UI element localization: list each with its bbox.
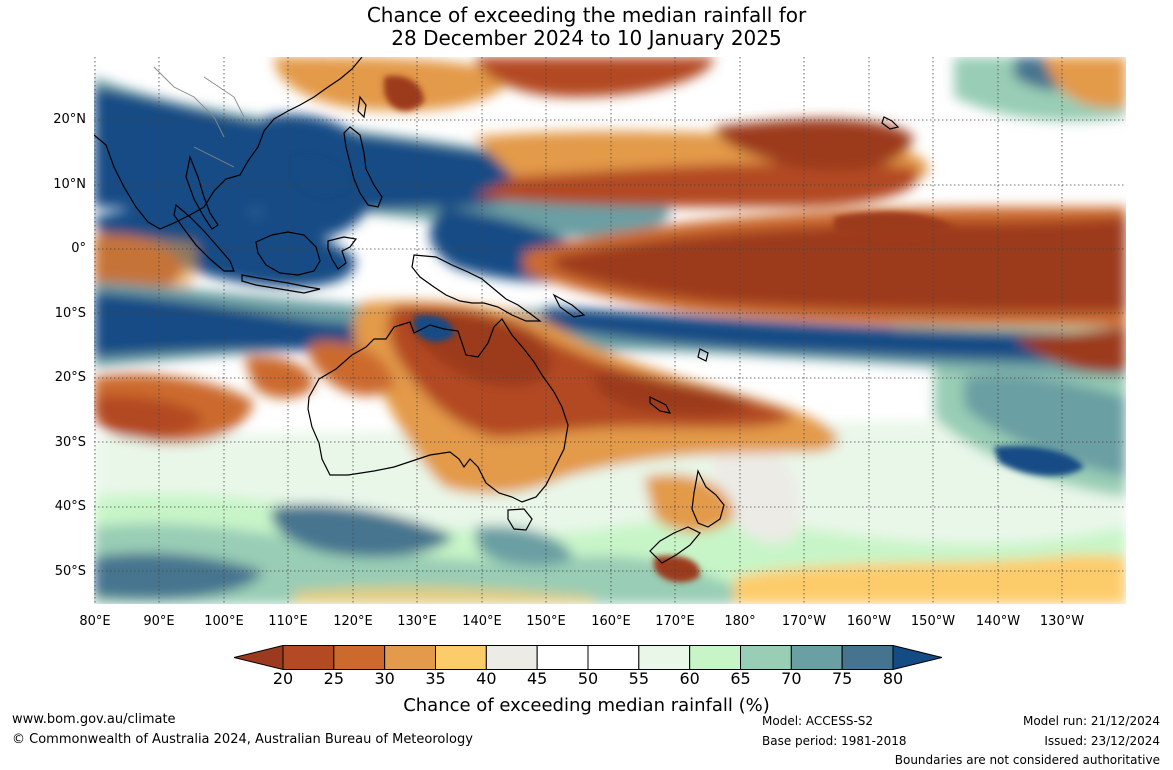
lon-label-170w: 170°W [781,614,827,629]
taiwan-coastline [357,95,367,119]
colorbar-extension-low [233,644,284,671]
sumatra-coastline [173,203,235,272]
colorbar-swatch [638,645,691,670]
colorbar-tick-label: 30 [374,669,395,688]
lon-label-150w: 150°W [910,614,956,629]
colorbar-tick-label: 55 [628,669,649,688]
lon-label-170e: 170°E [655,614,695,629]
colorbar-tick-label: 25 [323,669,344,688]
lat-label-equator: 0° [71,241,86,256]
colorbar-swatch [282,645,335,670]
lat-label-50s: 50°S [54,564,86,579]
lat-label-40s: 40°S [54,499,86,514]
map-title: Chance of exceeding the median rainfall … [0,4,1173,50]
colorbar-swatch [841,645,894,670]
new-caledonia-coastline [649,396,672,414]
colorbar-tick-label: 40 [476,669,497,688]
model-name: Model: ACCESS-S2 [762,714,874,728]
lon-label-160e: 160°E [591,614,631,629]
colorbar-tick-label: 35 [425,669,446,688]
new-guinea-coastline [411,254,542,322]
colorbar-swatches [233,644,943,671]
colorbar-tick-label: 70 [781,669,802,688]
lon-label-80e: 80°E [79,614,111,629]
colorbar-tick-label: 60 [679,669,700,688]
coastlines [94,57,900,564]
tasmania-coastline [507,508,533,531]
lat-label-30s: 30°S [54,435,86,450]
philippines-coastline [343,126,383,208]
malay-peninsula-coastline [185,154,219,230]
colorbar [233,644,943,675]
lat-label-20n: 20°N [53,112,86,127]
colorbar-extension-high [892,644,943,671]
lat-label-20s: 20°S [54,370,86,385]
colorbar-swatch [790,645,843,670]
north-island-coastline [691,469,725,528]
title-line-1: Chance of exceeding the median rainfall … [366,3,807,27]
colorbar-swatch [384,645,437,670]
lon-label-100e: 100°E [204,614,244,629]
colorbar-swatch [485,645,538,670]
colorbar-tick-label: 65 [730,669,751,688]
graticule [94,57,1126,604]
copyright-text: © Commonwealth of Australia 2024, Austra… [12,732,473,747]
colorbar-tick-label: 20 [272,669,294,688]
borneo-coastline [255,231,321,276]
colorbar-swatch [435,645,487,670]
fiji-coastline [697,348,709,362]
title-line-2: 28 December 2024 to 10 January 2025 [391,26,782,50]
colorbar-swatch [587,645,640,670]
model-run-date: Model run: 21/12/2024 [1022,714,1160,728]
south-island-coastline [649,526,701,564]
rainfall-probability-map [94,57,1126,604]
country-borders [153,66,245,168]
java-coastline [241,274,321,294]
colorbar-tick-label: 45 [526,669,548,688]
lon-label-110e: 110°E [268,614,308,629]
colorbar-swatch [689,645,741,670]
colorbar-tick-label: 80 [882,669,904,688]
colorbar-swatch [536,645,589,670]
asia-mainland-coastline [94,57,363,230]
lon-label-150e: 150°E [526,614,566,629]
issued-date: Issued: 23/12/2024 [1044,734,1160,748]
lon-label-140e: 140°E [462,614,502,629]
sulawesi-coastline [327,236,358,270]
australia-coastline [307,318,569,503]
solomon-islands-coastline [552,293,586,318]
colorbar-tick-label: 50 [577,669,599,688]
lon-label-180: 180° [724,614,756,629]
lon-label-130e: 130°E [397,614,437,629]
base-period: Base period: 1981-2018 [762,734,907,748]
lat-label-10s: 10°S [54,306,86,321]
boundaries-disclaimer: Boundaries are not considered authoritat… [894,753,1160,767]
colorbar-tick-label: 75 [831,669,853,688]
hawaii-coastline [881,116,900,130]
lon-label-160w: 160°W [846,614,892,629]
lat-label-10n: 10°N [53,177,86,192]
lon-label-130w: 130°W [1039,614,1085,629]
colorbar-swatch [333,645,386,670]
lon-label-120e: 120°E [333,614,373,629]
detail-field [294,75,1084,583]
website-link[interactable]: www.bom.gov.au/climate [12,712,176,727]
colorbar-title: Chance of exceeding median rainfall (%) [403,695,770,716]
probability-field [94,57,1126,604]
lon-label-90e: 90°E [143,614,175,629]
colorbar-swatch [740,645,792,670]
lon-label-140w: 140°W [975,614,1021,629]
